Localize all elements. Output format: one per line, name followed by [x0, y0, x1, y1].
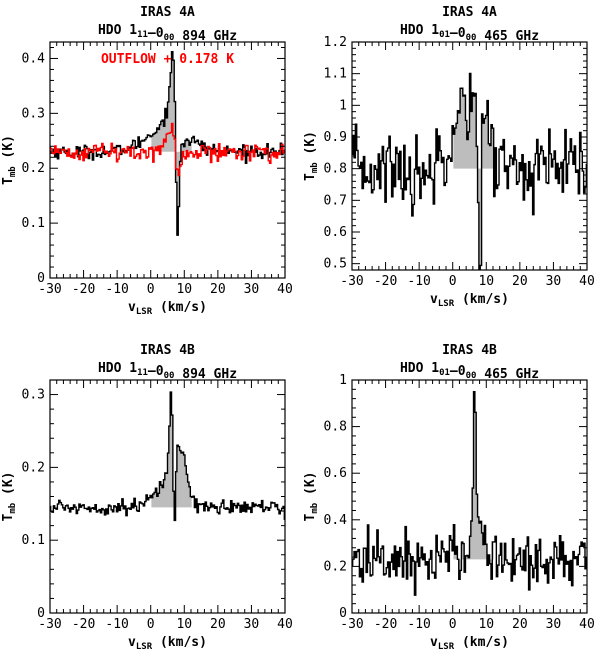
source-title: IRAS 4A: [140, 5, 195, 20]
x-tick-label: 20: [210, 617, 226, 632]
x-tick-label: 0: [147, 617, 155, 632]
source-title: IRAS 4B: [140, 343, 195, 358]
source-title: IRAS 4A: [442, 5, 497, 20]
y-tick-label: 0.6: [324, 466, 347, 481]
y-axis-label: Tmb (K): [1, 135, 18, 185]
y-tick-label: 0.2: [22, 161, 45, 176]
spectrum-line-hdo: [50, 391, 285, 522]
x-tick-label: 30: [546, 617, 562, 632]
y-tick-label: 0.1: [22, 533, 45, 548]
spectrum-line-hdo: [50, 50, 285, 236]
x-tick-label: 0: [449, 274, 457, 289]
y-tick-label: 0.2: [22, 460, 45, 475]
x-tick-label: 30: [244, 282, 260, 297]
chart-panel-4: -30 -20 -10 0 10 20 30 40 0 0.2 0.4 0.6 0.8 1 IRAS 4B H…: [303, 343, 595, 651]
x-tick-label: 20: [512, 617, 528, 632]
x-tick-label: 20: [210, 282, 226, 297]
x-tick-label: -10: [407, 617, 430, 632]
integrated-area-fill: [453, 73, 494, 270]
y-tick-label: 0: [339, 606, 347, 621]
chart-panel-3: -30 -20 -10 0 10 20 30 40 0 0.1 0.2 0.3 IRAS 4B HDO 1…: [1, 343, 293, 651]
x-tick-label: 0: [147, 282, 155, 297]
x-tick-label: -10: [105, 282, 128, 297]
y-tick-label: 0.1: [22, 216, 45, 231]
x-tick-label: -30: [38, 282, 61, 297]
x-axis-label: vLSR (km/s): [128, 300, 207, 317]
y-tick-label: 0.5: [324, 257, 347, 272]
x-axis-label: vLSR (km/s): [128, 635, 207, 651]
x-tick-label: 40: [579, 274, 595, 289]
y-tick-label: 0: [37, 606, 45, 621]
y-tick-label: 1.1: [324, 67, 347, 82]
x-tick-label: -10: [105, 617, 128, 632]
x-tick-label: -20: [374, 274, 397, 289]
y-tick-label: 0.4: [324, 513, 348, 528]
x-tick-label: -30: [340, 274, 363, 289]
y-tick-label: 0.3: [22, 388, 45, 403]
x-tick-label: -20: [374, 617, 397, 632]
y-tick-label: 0.6: [324, 225, 347, 240]
y-axis-label: Tmb (K): [1, 472, 18, 522]
chart-panel-1: -30 -20 -10 0 10 20 30 40 0 0.1 0.2 0.3 0.4 IRAS 4A HD…: [1, 5, 293, 317]
spectrum-line-hdo: [352, 72, 587, 270]
spectrum-line-hdo: [352, 390, 587, 596]
x-axis-label: vLSR (km/s): [430, 292, 509, 309]
spectrum-line-outflow: [50, 122, 285, 177]
x-tick-label: -20: [72, 282, 95, 297]
y-axis-label: Tmb (K): [303, 131, 320, 181]
transition-title: HDO 111–000 894 GHz: [98, 23, 237, 44]
x-tick-label: 40: [277, 617, 293, 632]
y-axis-label: Tmb (K): [303, 472, 320, 522]
x-tick-label: -10: [407, 274, 430, 289]
x-tick-label: 20: [512, 274, 528, 289]
y-tick-label: 1.2: [324, 35, 347, 50]
integrated-area-fill: [151, 51, 192, 236]
x-tick-label: 10: [176, 282, 192, 297]
plot-frame: [49, 41, 286, 279]
chart-panel-2: -30 -20 -10 0 10 20 30 40 0.5 0.6 0.7 0.8 0.9 1 1.1 1.2…: [303, 5, 595, 309]
y-tick-label: 0.7: [324, 193, 347, 208]
x-tick-label: 30: [244, 617, 260, 632]
transition-title: HDO 101–000 465 GHz: [400, 23, 539, 44]
y-tick-label: 0.4: [22, 51, 46, 66]
x-tick-label: 10: [478, 617, 494, 632]
outflow-annotation: OUTFLOW + 0.178 K: [101, 52, 234, 67]
transition-title: HDO 101–000 465 GHz: [400, 361, 539, 382]
x-tick-label: 40: [277, 282, 293, 297]
source-title: IRAS 4B: [442, 343, 497, 358]
y-tick-label: 0: [37, 271, 45, 286]
x-tick-label: 0: [449, 617, 457, 632]
y-tick-label: 1: [339, 373, 347, 388]
y-tick-label: 1: [339, 98, 347, 113]
x-tick-label: -30: [38, 617, 61, 632]
plot-frame: [351, 379, 588, 614]
y-tick-label: 0.8: [324, 162, 347, 177]
y-tick-label: 0.8: [324, 420, 347, 435]
y-tick-label: 0.3: [22, 106, 45, 121]
y-tick-label: 0.9: [324, 130, 347, 145]
x-tick-label: 30: [546, 274, 562, 289]
integrated-area-fill: [151, 392, 192, 521]
x-tick-label: 10: [478, 274, 494, 289]
x-tick-label: -20: [72, 617, 95, 632]
x-tick-label: -30: [340, 617, 363, 632]
x-tick-label: 40: [579, 617, 595, 632]
x-tick-label: 10: [176, 617, 192, 632]
x-axis-label: vLSR (km/s): [430, 635, 509, 651]
transition-title: HDO 111–000 894 GHz: [98, 361, 237, 382]
y-tick-label: 0.2: [324, 559, 347, 574]
